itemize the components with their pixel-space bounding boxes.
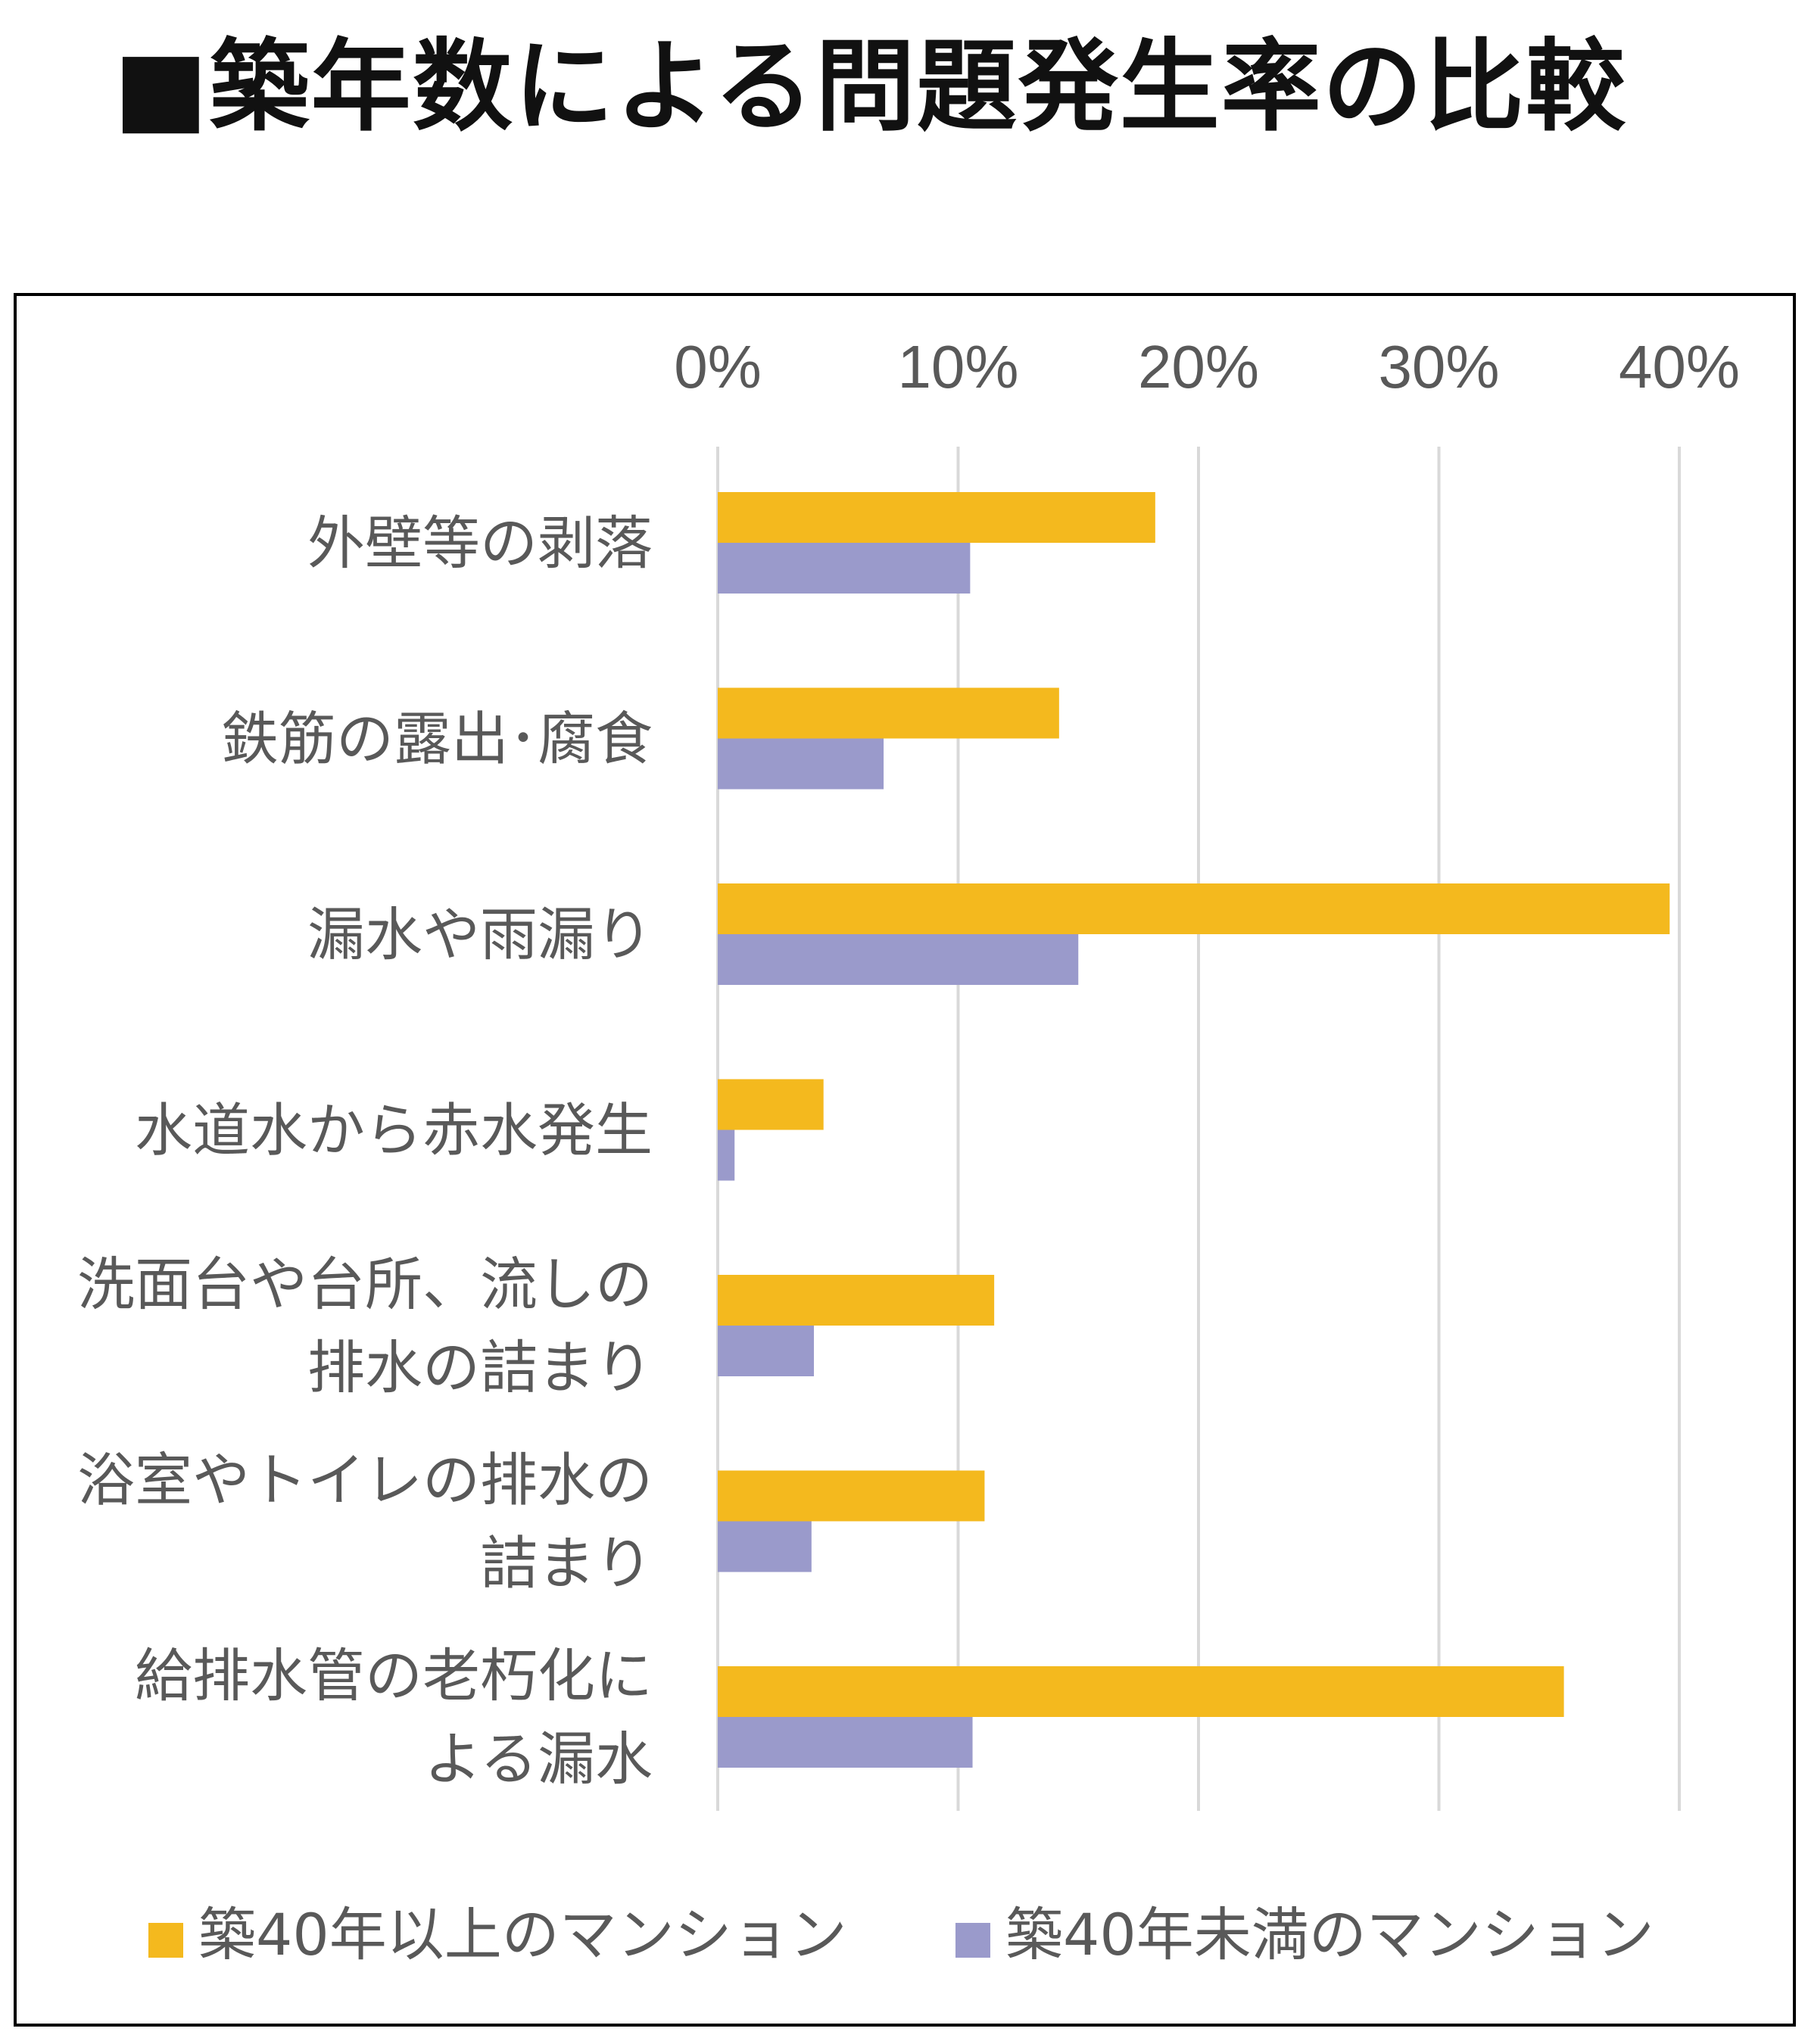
legend-swatch-over-40 xyxy=(148,1923,183,1958)
gridlines xyxy=(716,447,1681,1811)
category-label: 排水の詰まり xyxy=(307,1334,653,1401)
category-label: 給排水管の老朽化に xyxy=(135,1642,653,1709)
bar-over-40 xyxy=(718,1470,985,1522)
bar-under-40 xyxy=(718,1129,735,1181)
bar-under-40 xyxy=(718,934,1079,985)
bars xyxy=(718,492,1670,1768)
category-label: 洗面台や台所、流しの xyxy=(77,1251,653,1318)
x-tick-label: 20% xyxy=(1138,333,1259,400)
category-label: よる漏水 xyxy=(424,1725,653,1793)
bar-over-40 xyxy=(718,1079,824,1130)
legend-label-over-40: 築40年以上のマンション xyxy=(198,1901,847,1968)
bar-under-40 xyxy=(718,543,971,594)
bar-over-40 xyxy=(718,1275,995,1326)
category-label: 浴室やトイレの排水の xyxy=(77,1447,653,1514)
category-label: 外壁等の剥落 xyxy=(307,509,653,577)
bar-under-40 xyxy=(718,738,884,790)
bar-over-40 xyxy=(718,883,1670,934)
x-tick-label: 30% xyxy=(1378,333,1499,400)
bar-over-40 xyxy=(718,687,1059,739)
x-tick-label: 0% xyxy=(674,333,762,400)
x-tick-label: 40% xyxy=(1619,333,1740,400)
x-axis-tick-labels: 0% 10% 20% 30% 40% xyxy=(674,333,1740,400)
category-labels: 外壁等の剥落鉄筋の露出･腐食漏水や雨漏り水道水から赤水発生洗面台や台所、流しの排… xyxy=(77,509,653,1793)
bar-under-40 xyxy=(718,1326,814,1376)
x-tick-label: 10% xyxy=(897,333,1018,400)
category-label: 鉄筋の露出･腐食 xyxy=(221,706,653,773)
legend-label-under-40: 築40年未満のマンション xyxy=(1005,1901,1654,1968)
legend-swatch-under-40 xyxy=(955,1923,990,1958)
bar-over-40 xyxy=(718,1666,1564,1717)
category-label: 漏水や雨漏り xyxy=(307,901,653,968)
category-label: 水道水から赤水発生 xyxy=(135,1097,653,1164)
category-label: 詰まり xyxy=(480,1530,653,1597)
bar-under-40 xyxy=(718,1717,973,1768)
page-title: ■築年数による問題発生率の比較 xyxy=(114,29,1627,145)
bar-over-40 xyxy=(718,492,1155,543)
chart-frame xyxy=(14,293,1796,2027)
bar-under-40 xyxy=(718,1521,812,1572)
legend: 築40年以上のマンション 築40年未満のマンション xyxy=(148,1901,1654,1968)
